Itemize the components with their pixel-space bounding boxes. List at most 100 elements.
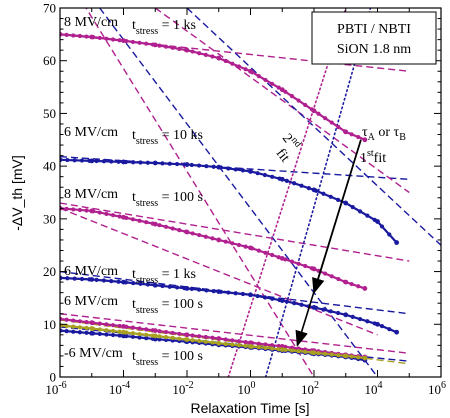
axes: 10-6 10-4 10-2 100 102 104 106 0 10 20 30 40 50 60 70 bbox=[43, 1, 446, 398]
series-0-point bbox=[362, 137, 368, 143]
series-label-stress: tstress = 1 ks bbox=[132, 18, 196, 37]
series-1-marker bbox=[270, 174, 275, 179]
series-3-point bbox=[394, 329, 400, 335]
series-1-marker bbox=[72, 158, 77, 163]
series-4-marker bbox=[144, 327, 149, 332]
arrow-1 bbox=[295, 139, 362, 347]
series-4-point bbox=[121, 323, 126, 329]
series-1-point bbox=[311, 187, 317, 193]
series-2-marker bbox=[117, 214, 122, 219]
series-5-marker bbox=[130, 334, 136, 339]
series-6-marker bbox=[97, 327, 102, 332]
fit-line-2 bbox=[60, 202, 410, 262]
series-0-marker bbox=[71, 33, 76, 38]
series-2-marker bbox=[236, 242, 242, 248]
series-6-marker bbox=[77, 325, 82, 330]
series-3-marker bbox=[226, 290, 231, 295]
series-4-marker bbox=[84, 319, 89, 325]
series-3-marker bbox=[284, 299, 289, 304]
series-1-marker bbox=[131, 160, 136, 165]
series-2-marker bbox=[110, 213, 116, 218]
series-5-marker bbox=[157, 337, 162, 342]
series-1-marker bbox=[328, 194, 333, 199]
series-6-marker bbox=[269, 346, 275, 351]
series-0-point bbox=[184, 47, 190, 53]
series-label-stress: tstress = 100 s bbox=[132, 297, 203, 316]
series-labels: 8 MV/cm tstress = 1 ks 6 MV/cm tstress = 10… bbox=[64, 15, 203, 368]
series-3-marker bbox=[65, 276, 70, 281]
series-4-marker bbox=[170, 330, 175, 336]
series-6-marker bbox=[210, 340, 215, 345]
series-2-marker bbox=[230, 241, 235, 246]
series-2-point bbox=[121, 214, 126, 220]
series-5-marker bbox=[71, 329, 76, 334]
series-0-marker bbox=[84, 34, 89, 39]
fit-line-9 bbox=[154, 8, 410, 194]
data-series bbox=[60, 31, 400, 363]
series-2-marker bbox=[323, 271, 328, 276]
series-4-marker bbox=[276, 343, 281, 349]
series-1-marker bbox=[262, 172, 267, 178]
series-1-point bbox=[248, 169, 253, 174]
series-6-marker bbox=[64, 323, 69, 329]
series-3-marker bbox=[94, 277, 99, 282]
series-0-point bbox=[248, 68, 253, 74]
series-3-marker bbox=[321, 307, 326, 312]
series-2-marker bbox=[137, 218, 142, 223]
series-0-point bbox=[89, 34, 95, 40]
series-0-marker bbox=[329, 120, 334, 125]
series-1-marker bbox=[226, 166, 231, 171]
series-3-marker bbox=[262, 295, 267, 300]
series-5-marker bbox=[144, 336, 149, 341]
series-6-marker bbox=[289, 348, 295, 353]
series-1-point bbox=[394, 240, 400, 245]
series-2-marker bbox=[256, 248, 261, 253]
series-6-point bbox=[121, 329, 126, 335]
series-5-marker bbox=[64, 329, 69, 334]
series-0-marker bbox=[144, 41, 149, 46]
series-6-point bbox=[343, 353, 349, 359]
series-5-marker bbox=[77, 330, 82, 335]
series-6-marker bbox=[84, 325, 89, 331]
series-2-point bbox=[279, 255, 285, 261]
series-6-point bbox=[311, 350, 317, 356]
series-6-marker bbox=[329, 352, 334, 357]
legend-line-1: PBTI / NBTI bbox=[337, 22, 411, 37]
series-3-marker bbox=[204, 288, 209, 293]
y-tick-label: 40 bbox=[43, 159, 56, 174]
series-3-point bbox=[343, 312, 349, 318]
series-4-marker bbox=[223, 337, 228, 342]
series-label-3: 6 MV/cm tstress = 1 ks bbox=[64, 264, 196, 286]
series-0-marker bbox=[137, 40, 142, 45]
series-1-point bbox=[375, 219, 380, 224]
series-label-4: 6 MV/cm tstress = 100 s bbox=[64, 294, 203, 316]
series-2-marker bbox=[77, 207, 82, 213]
series-4-marker bbox=[64, 317, 69, 322]
series-6-marker bbox=[177, 336, 182, 341]
series-6-marker bbox=[303, 349, 308, 354]
series-3-marker bbox=[196, 287, 202, 292]
series-2-point bbox=[311, 266, 317, 272]
series-label-field: 6 MV/cm bbox=[64, 125, 118, 140]
series-3-marker bbox=[255, 293, 260, 299]
series-2-marker bbox=[210, 236, 215, 241]
series-label-stress: tstress = 10 ks bbox=[132, 128, 203, 147]
series-2-marker bbox=[329, 274, 334, 279]
series-1-point bbox=[152, 160, 158, 166]
series-5-point bbox=[121, 333, 126, 339]
series-1-marker bbox=[65, 157, 70, 163]
series-0-marker bbox=[223, 58, 228, 64]
series-2-marker bbox=[203, 234, 208, 239]
series-0-marker bbox=[336, 124, 341, 130]
series-2-marker bbox=[64, 206, 69, 211]
series-3-marker bbox=[101, 278, 107, 283]
series-0-point bbox=[216, 55, 222, 61]
series-6-marker bbox=[276, 347, 281, 352]
series-0-marker bbox=[303, 102, 308, 108]
series-4-marker bbox=[230, 338, 235, 343]
series-3-marker bbox=[365, 319, 370, 324]
series-6-marker bbox=[137, 331, 142, 337]
series-1-marker bbox=[167, 161, 172, 166]
series-1-marker bbox=[292, 181, 297, 186]
series-2-point bbox=[362, 286, 368, 291]
